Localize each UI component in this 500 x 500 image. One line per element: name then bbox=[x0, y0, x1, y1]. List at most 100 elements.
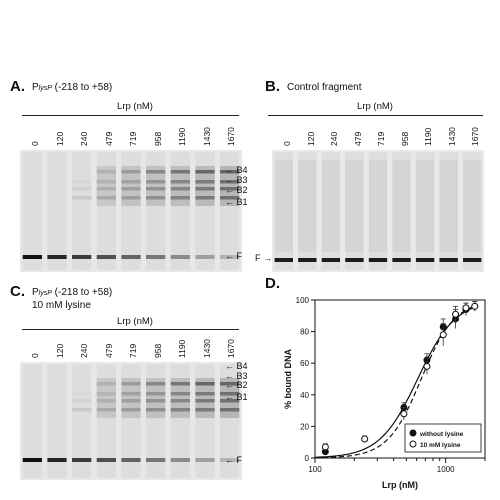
panel-c-complex-band bbox=[170, 399, 190, 403]
panel-a-lane-label: 240 bbox=[79, 131, 89, 146]
y-tick-label: 40 bbox=[300, 391, 309, 400]
panel-c-free-band bbox=[220, 458, 240, 462]
plot-frame bbox=[314, 299, 486, 459]
arrow-left-icon: ← bbox=[225, 361, 237, 371]
panel-c-smear bbox=[170, 378, 190, 418]
panel-a-complex-band bbox=[220, 187, 240, 191]
panel-a-lane bbox=[72, 152, 92, 270]
panel-b-lane bbox=[345, 152, 364, 270]
panel-b-letter: B. bbox=[265, 78, 280, 95]
panel-a-smear bbox=[121, 166, 141, 206]
panel-a-band-text: B4 bbox=[236, 165, 248, 175]
panel-c-lane bbox=[146, 364, 166, 478]
panel-a-complex-band bbox=[220, 196, 240, 200]
panel-c-free-band bbox=[96, 458, 116, 462]
panel-c-band-text: B3 bbox=[236, 371, 248, 381]
panel-c-lane-label: 240 bbox=[79, 343, 89, 358]
panel-b-f-label: F → bbox=[255, 253, 272, 263]
panel-c-complex-band bbox=[146, 382, 166, 386]
y-tick-label: 0 bbox=[305, 454, 310, 463]
data-point-10mm-lysine bbox=[400, 410, 408, 418]
panel-b-free-band bbox=[321, 258, 341, 262]
panel-a-rule bbox=[22, 115, 239, 116]
panel-a-title: PlysP (-218 to +58) bbox=[32, 82, 112, 93]
panel-c-complex-band bbox=[195, 382, 215, 386]
panel-c-complex-band bbox=[146, 392, 166, 396]
panel-c-free-band bbox=[195, 458, 215, 462]
panel-c-lane bbox=[22, 364, 42, 478]
panel-b-free-band bbox=[274, 258, 293, 262]
panel-c-complex-band bbox=[72, 392, 91, 396]
panel-b-smear bbox=[463, 160, 482, 252]
panel-c-complex-band bbox=[220, 392, 240, 396]
panel-a-band-label-f: ← F bbox=[225, 251, 242, 261]
panel-a-lane-label: 958 bbox=[152, 131, 163, 146]
panel-c-band-text: F bbox=[236, 455, 243, 465]
panel-a-band-label-b2: ← B2 bbox=[225, 185, 248, 195]
arrow-left-icon: ← bbox=[225, 165, 237, 175]
data-point-10mm-lysine bbox=[452, 310, 460, 318]
panel-c-complex-band bbox=[96, 408, 116, 412]
panel-a-free-band bbox=[195, 255, 215, 259]
panel-a-free-band bbox=[47, 255, 67, 259]
panel-a-letter: A. bbox=[10, 78, 25, 95]
panel-a-gel bbox=[20, 150, 242, 272]
panel-a-complex-band bbox=[72, 196, 92, 200]
panel-a-complex-band bbox=[146, 187, 166, 191]
panel-c-complex-band bbox=[170, 392, 190, 396]
panel-a-complex-band bbox=[170, 196, 190, 200]
panel-a-complex-band bbox=[72, 187, 92, 191]
arrow-left-icon: ← bbox=[225, 251, 237, 261]
panel-a-smear bbox=[195, 166, 215, 206]
panel-b-lane bbox=[392, 152, 411, 270]
data-point-10mm-lysine bbox=[361, 435, 369, 443]
panel-a-free-band bbox=[146, 255, 166, 259]
panel-c-band-label-b4: ← B4 bbox=[225, 361, 248, 371]
panel-b-lane bbox=[463, 152, 482, 270]
panel-a-band-label-b3: ← B3 bbox=[225, 175, 248, 185]
y-tick-label: 60 bbox=[300, 359, 309, 368]
data-point-10mm-lysine bbox=[423, 362, 431, 370]
panel-c-complex-band bbox=[121, 392, 141, 396]
panel-a-complex-band bbox=[121, 187, 141, 191]
data-point-10mm-lysine bbox=[439, 331, 447, 339]
panel-c-lane-label: 120 bbox=[54, 343, 65, 358]
panel-a-free-band bbox=[72, 255, 92, 259]
panel-c-title: PlysP (-218 to +58) bbox=[32, 287, 112, 298]
panel-b-smear bbox=[298, 160, 317, 252]
panel-c-free-band bbox=[47, 458, 67, 462]
panel-c-lane bbox=[72, 364, 92, 478]
panel-c-smear bbox=[146, 378, 166, 418]
panel-c-complex-band bbox=[195, 399, 215, 403]
panel-c-complex-band bbox=[72, 399, 92, 403]
panel-a-band-label-b1: ← B1 bbox=[225, 197, 248, 207]
panel-a-lane-label: 1670 bbox=[226, 127, 236, 146]
y-axis-label: % bound DNA bbox=[283, 349, 293, 409]
panel-b-lane bbox=[321, 152, 341, 270]
legend-marker bbox=[409, 440, 417, 448]
panel-a-complex-band bbox=[121, 170, 141, 174]
panel-c-lane bbox=[121, 364, 141, 478]
panel-c-band-text: B1 bbox=[236, 392, 248, 402]
panel-c-smear bbox=[195, 378, 215, 418]
panel-b-lane bbox=[274, 152, 293, 270]
panel-c-band-text: B2 bbox=[236, 380, 248, 390]
panel-c-complex-band bbox=[96, 399, 116, 403]
panel-c-rule bbox=[22, 329, 239, 330]
panel-c-band-label-b3: ← B3 bbox=[225, 371, 248, 381]
data-point-10mm-lysine bbox=[462, 304, 470, 312]
panel-b-axis-label: Lrp (nM) bbox=[357, 101, 393, 112]
panel-b-lane-label: 479 bbox=[352, 131, 363, 146]
arrow-left-icon: ← bbox=[225, 380, 237, 390]
panel-c-band-label-b2: ← B2 bbox=[225, 380, 248, 390]
panel-a-complex-band bbox=[195, 196, 215, 200]
fit-line-without-lysine bbox=[314, 306, 476, 458]
panel-a-complex-band bbox=[72, 180, 91, 184]
panel-a-complex-band bbox=[96, 170, 116, 174]
panel-a-complex-band bbox=[195, 187, 215, 191]
panel-c-lane-label: 1430 bbox=[201, 339, 212, 358]
panel-a-free-band bbox=[220, 255, 240, 259]
panel-a-smear bbox=[220, 166, 240, 206]
panel-b-lane-label: 1190 bbox=[423, 127, 433, 146]
arrow-left-icon: ← bbox=[225, 371, 237, 381]
